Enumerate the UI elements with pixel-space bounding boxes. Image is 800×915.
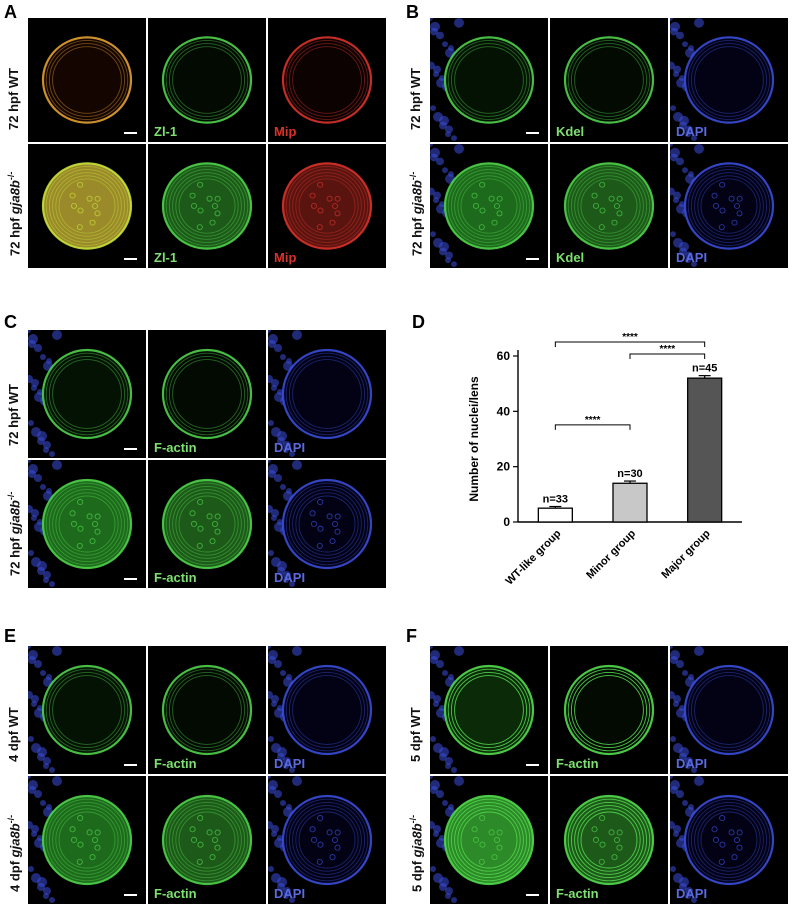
micrograph-tile bbox=[268, 18, 386, 142]
row-label: 72 hpf WT bbox=[408, 67, 423, 130]
scale-bar bbox=[124, 132, 137, 134]
row-label: 72 hpf WT bbox=[6, 383, 21, 446]
micrograph-tile bbox=[28, 646, 146, 774]
row-label: 72 hpf WT bbox=[6, 67, 21, 130]
channel-label: DAPI bbox=[274, 440, 306, 455]
row-label: 4 dpf gja8b-/- bbox=[6, 814, 23, 892]
y-tick-label: 20 bbox=[497, 460, 511, 474]
nuclei-per-lens-bar-chart: 0 20 40 60 Number of nuclei/lens n=33 WT-like … bbox=[467, 332, 742, 588]
scale-bar bbox=[124, 258, 137, 260]
micrograph-tile bbox=[28, 776, 146, 904]
y-tick-label: 60 bbox=[497, 349, 511, 363]
row-label: 72 hpf gja8b-/- bbox=[408, 171, 425, 256]
channel-label: DAPI bbox=[274, 570, 306, 585]
micrograph-tile bbox=[268, 776, 386, 904]
row-label: 72 hpf gja8b-/- bbox=[6, 491, 23, 576]
scale-bar bbox=[526, 764, 539, 766]
x-tick-label: WT-like group bbox=[504, 527, 564, 587]
scale-bar bbox=[124, 894, 137, 896]
micrograph-tile bbox=[430, 144, 548, 268]
row-label: 72 hpf gja8b-/- bbox=[6, 171, 23, 256]
y-axis-label: Number of nuclei/lens bbox=[467, 376, 481, 502]
micrograph-tile bbox=[148, 18, 266, 142]
channel-label: Kdel bbox=[556, 124, 585, 139]
scale-bar bbox=[526, 894, 539, 896]
micrograph-tile bbox=[148, 330, 266, 458]
channel-label: F-actin bbox=[556, 886, 599, 901]
x-tick-label: Minor group bbox=[584, 527, 638, 581]
n-label: n=45 bbox=[692, 363, 717, 375]
micrograph-tile bbox=[268, 460, 386, 588]
scale-bar bbox=[526, 258, 539, 260]
micrograph-tile bbox=[670, 646, 788, 774]
scale-bar bbox=[124, 448, 137, 450]
micrograph-tile bbox=[28, 144, 146, 268]
channel-label: F-actin bbox=[154, 440, 197, 455]
micrograph-tile bbox=[550, 18, 668, 142]
micrograph-tile bbox=[430, 646, 548, 774]
channel-label: F-actin bbox=[154, 570, 197, 585]
channel-label: Mip bbox=[274, 250, 297, 265]
panel-letter-f: F bbox=[406, 626, 417, 646]
channel-label: Kdel bbox=[556, 250, 585, 265]
micrograph-tile bbox=[28, 330, 146, 458]
bar bbox=[537, 507, 573, 523]
micrograph-tile bbox=[670, 776, 788, 904]
micrograph-tile bbox=[550, 646, 668, 774]
y-tick-label: 0 bbox=[503, 515, 510, 529]
bar bbox=[687, 377, 723, 523]
channel-label: Zl-1 bbox=[154, 250, 178, 265]
channel-label: DAPI bbox=[676, 756, 708, 771]
micrograph-tile bbox=[550, 776, 668, 904]
y-tick-label: 40 bbox=[497, 404, 511, 418]
scale-bar bbox=[124, 764, 137, 766]
micrograph-tile bbox=[148, 460, 266, 588]
micrograph-tile bbox=[550, 144, 668, 268]
significance-bracket bbox=[629, 353, 706, 359]
micrograph-tile bbox=[148, 646, 266, 774]
channel-label: Zl-1 bbox=[154, 124, 178, 139]
micrograph-tile bbox=[268, 144, 386, 268]
channel-label: F-actin bbox=[154, 886, 197, 901]
micrograph-tile bbox=[28, 460, 146, 588]
significance-label: **** bbox=[660, 344, 676, 355]
channel-label: Mip bbox=[274, 124, 297, 139]
n-label: n=33 bbox=[543, 494, 568, 506]
significance-label: **** bbox=[622, 332, 638, 343]
micrograph-tile bbox=[670, 144, 788, 268]
micrograph-tile bbox=[28, 18, 146, 142]
micrograph-tile bbox=[430, 18, 548, 142]
channel-label: DAPI bbox=[676, 250, 708, 265]
scale-bar bbox=[124, 578, 137, 580]
n-label: n=30 bbox=[617, 468, 642, 480]
scale-bar bbox=[526, 132, 539, 134]
row-label: 5 dpf WT bbox=[408, 707, 423, 762]
micrograph-tile bbox=[670, 18, 788, 142]
micrograph-tile bbox=[268, 646, 386, 774]
micrograph-tile bbox=[148, 144, 266, 268]
row-label: 5 dpf gja8b-/- bbox=[408, 814, 425, 892]
significance-bracket bbox=[554, 341, 706, 347]
panel-letter-e: E bbox=[4, 626, 17, 646]
channel-label: DAPI bbox=[274, 886, 306, 901]
x-tick-label: Major group bbox=[659, 527, 713, 581]
channel-label: F-actin bbox=[556, 756, 599, 771]
significance-label: **** bbox=[585, 415, 601, 426]
significance-bracket bbox=[554, 424, 631, 430]
bar bbox=[612, 482, 648, 523]
panel-letter-b: B bbox=[406, 2, 419, 22]
row-label: 4 dpf WT bbox=[6, 707, 21, 762]
panel-letter-c: C bbox=[4, 312, 17, 332]
channel-label: F-actin bbox=[154, 756, 197, 771]
micrograph-tile bbox=[268, 330, 386, 458]
panel-letter-d: D bbox=[412, 312, 425, 332]
channel-label: DAPI bbox=[676, 886, 708, 901]
channel-label: DAPI bbox=[274, 756, 306, 771]
micrograph-tile bbox=[148, 776, 266, 904]
channel-label: DAPI bbox=[676, 124, 708, 139]
panel-letter-a: A bbox=[4, 2, 17, 22]
micrograph-tile bbox=[430, 776, 548, 904]
